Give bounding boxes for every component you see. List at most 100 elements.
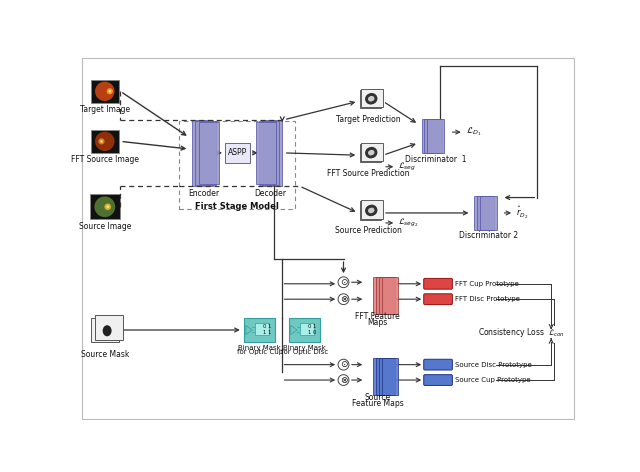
Bar xyxy=(360,202,381,220)
FancyBboxPatch shape xyxy=(424,294,452,304)
Bar xyxy=(193,120,212,185)
Bar xyxy=(382,358,397,395)
Circle shape xyxy=(369,96,374,101)
Circle shape xyxy=(365,93,376,104)
Circle shape xyxy=(368,150,373,155)
Text: ⊗: ⊗ xyxy=(340,295,348,303)
Text: Feature Maps: Feature Maps xyxy=(352,399,403,408)
Bar xyxy=(477,196,494,230)
Circle shape xyxy=(365,147,376,159)
Bar xyxy=(373,358,388,395)
Text: FFT Feature: FFT Feature xyxy=(355,312,400,321)
Bar xyxy=(289,319,320,342)
Circle shape xyxy=(369,150,374,155)
Circle shape xyxy=(107,88,113,94)
Circle shape xyxy=(104,203,111,210)
Text: First Stage Model: First Stage Model xyxy=(195,202,279,211)
Text: 0 1
1 1: 0 1 1 1 xyxy=(263,324,271,335)
Circle shape xyxy=(100,140,103,143)
Circle shape xyxy=(338,277,349,287)
Circle shape xyxy=(106,205,109,208)
Circle shape xyxy=(365,205,376,216)
Bar xyxy=(195,121,216,185)
Text: Consistency Loss  $\mathcal{L}_{con}$: Consistency Loss $\mathcal{L}_{con}$ xyxy=(478,326,565,339)
Circle shape xyxy=(108,90,111,93)
Circle shape xyxy=(366,93,378,104)
Text: Source Prediction: Source Prediction xyxy=(335,226,402,235)
Text: Target Image: Target Image xyxy=(80,104,130,113)
Text: ⊙: ⊙ xyxy=(340,278,348,287)
Text: Source Cup Prototype: Source Cup Prototype xyxy=(455,377,531,383)
Bar xyxy=(376,277,392,314)
Text: Target Prediction: Target Prediction xyxy=(336,115,401,124)
Bar xyxy=(300,323,314,335)
Bar xyxy=(255,323,269,335)
Text: for Optic Disc: for Optic Disc xyxy=(281,349,328,355)
Bar xyxy=(360,143,381,162)
Bar xyxy=(373,277,388,314)
Bar xyxy=(259,121,279,185)
Text: for Optic Cup: for Optic Cup xyxy=(237,349,283,355)
Bar xyxy=(480,196,497,230)
Text: Decoder: Decoder xyxy=(255,189,287,198)
Circle shape xyxy=(95,82,115,101)
Circle shape xyxy=(368,208,373,213)
Text: $\mathcal{L}_{seg}$: $\mathcal{L}_{seg}$ xyxy=(397,160,416,173)
Bar xyxy=(198,122,219,184)
Text: ⊙: ⊙ xyxy=(340,360,348,369)
Circle shape xyxy=(369,208,374,213)
Circle shape xyxy=(338,359,349,370)
Bar xyxy=(90,194,120,219)
Text: FFT Source Prediction: FFT Source Prediction xyxy=(327,169,410,178)
Circle shape xyxy=(99,138,104,144)
Circle shape xyxy=(366,205,378,216)
Text: Source Mask: Source Mask xyxy=(81,350,129,359)
Text: $\hat{r}_{D_2}$: $\hat{r}_{D_2}$ xyxy=(516,205,528,221)
Polygon shape xyxy=(291,325,297,335)
Ellipse shape xyxy=(102,325,111,337)
Text: ⊗: ⊗ xyxy=(340,376,348,385)
Text: Source: Source xyxy=(365,393,390,402)
Bar xyxy=(376,358,392,395)
Bar xyxy=(256,122,276,184)
Bar xyxy=(361,89,383,107)
Circle shape xyxy=(366,147,378,158)
FancyBboxPatch shape xyxy=(424,278,452,289)
Text: Source Image: Source Image xyxy=(79,221,131,230)
FancyBboxPatch shape xyxy=(424,375,452,386)
Bar xyxy=(382,277,397,314)
Bar xyxy=(360,90,381,108)
Bar xyxy=(91,318,119,342)
Text: FFT Source Image: FFT Source Image xyxy=(71,154,139,164)
FancyBboxPatch shape xyxy=(424,359,452,370)
Circle shape xyxy=(94,196,115,217)
Bar xyxy=(474,196,492,230)
Circle shape xyxy=(95,132,115,151)
Text: Source Disc Prototype: Source Disc Prototype xyxy=(455,362,532,368)
Bar xyxy=(379,358,395,395)
Circle shape xyxy=(368,96,373,101)
Bar xyxy=(262,120,282,185)
Bar xyxy=(428,119,444,153)
Text: $\mathcal{L}_{seg_2}$: $\mathcal{L}_{seg_2}$ xyxy=(397,217,419,229)
Text: Binary Mask: Binary Mask xyxy=(239,345,281,351)
Circle shape xyxy=(338,375,349,386)
Bar xyxy=(361,201,383,219)
Text: Encoder: Encoder xyxy=(188,189,220,198)
Bar xyxy=(422,119,439,153)
Text: Discriminator  1: Discriminator 1 xyxy=(405,154,467,164)
Circle shape xyxy=(338,294,349,304)
Bar xyxy=(244,319,275,342)
Bar xyxy=(379,277,395,314)
Bar xyxy=(91,130,119,153)
Bar xyxy=(95,315,123,340)
Text: Maps: Maps xyxy=(367,318,388,327)
Bar xyxy=(424,119,442,153)
Bar xyxy=(91,80,119,103)
Text: FFT Cup Prototype: FFT Cup Prototype xyxy=(455,281,519,287)
Bar xyxy=(225,143,250,163)
Bar xyxy=(179,120,296,209)
Text: $\mathcal{L}_{D_1}$: $\mathcal{L}_{D_1}$ xyxy=(466,126,481,138)
Text: FFT Disc Prototype: FFT Disc Prototype xyxy=(455,296,520,302)
Bar xyxy=(361,143,383,161)
